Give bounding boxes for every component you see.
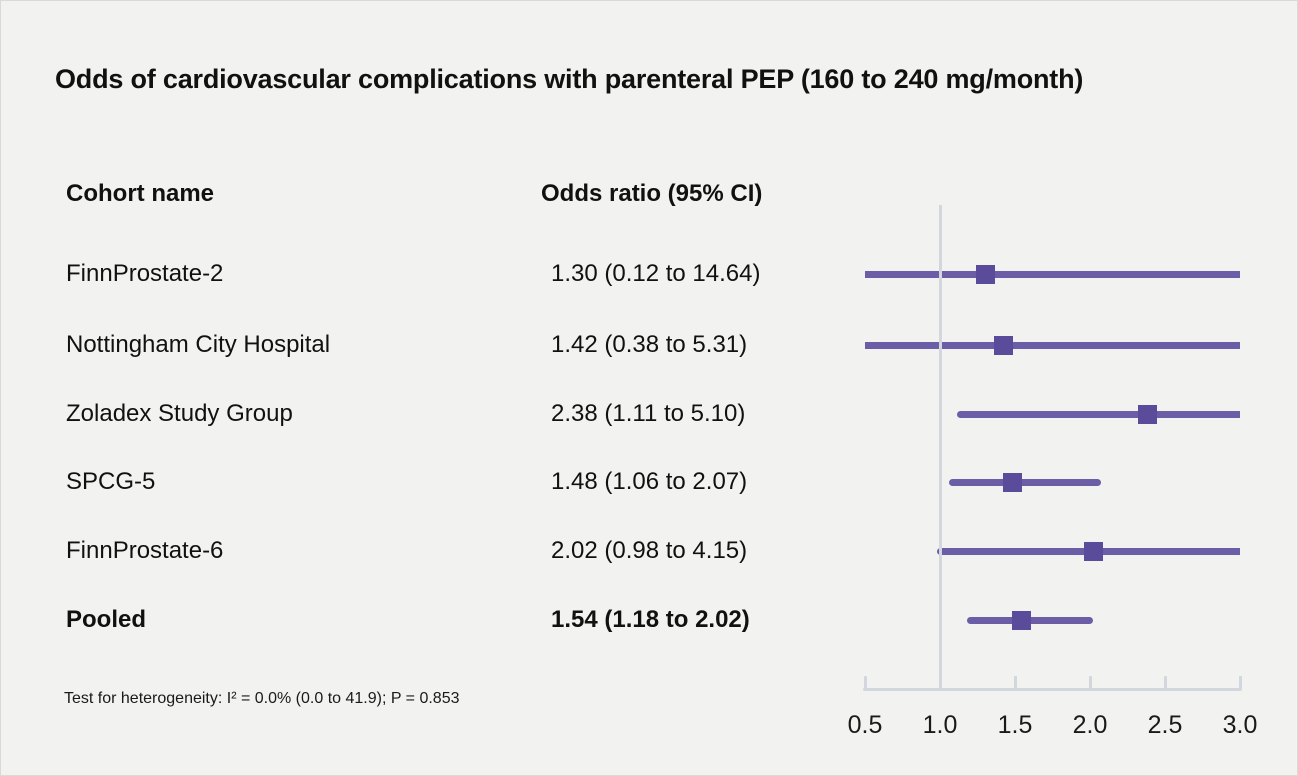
x-axis-tick-label: 3.0 [1222, 711, 1258, 739]
cohort-label: Pooled [66, 606, 147, 633]
cohort-label: SPCG-5 [66, 468, 156, 495]
cohort-label: FinnProstate-2 [66, 260, 224, 287]
confidence-interval-line [865, 270, 1240, 278]
confidence-interval-line [949, 478, 1101, 486]
odds-ratio-value: 1.30 (0.12 to 14.64) [551, 260, 761, 287]
reference-line [938, 205, 942, 691]
cohort-label: Nottingham City Hospital [66, 331, 331, 358]
x-axis-tick-label: 2.0 [1072, 711, 1108, 739]
cohort-label: Zoladex Study Group [66, 400, 293, 427]
x-axis-tick-label: 1.0 [922, 711, 958, 739]
odds-ratio-value: 1.54 (1.18 to 2.02) [551, 606, 750, 633]
x-axis-tick-label: 0.5 [847, 711, 883, 739]
x-axis-tick [1163, 676, 1167, 689]
x-axis-line [863, 688, 1242, 691]
x-axis-tick [863, 676, 867, 689]
point-estimate-marker [1137, 404, 1157, 424]
x-axis-tick [1238, 676, 1242, 689]
odds-ratio-value: 1.42 (0.38 to 5.31) [551, 331, 748, 358]
point-estimate-marker [975, 264, 995, 284]
odds-ratio-value: 1.48 (1.06 to 2.07) [551, 468, 748, 495]
x-axis-tick [1088, 676, 1092, 689]
odds-ratio-value: 2.02 (0.98 to 4.15) [551, 537, 748, 564]
confidence-interval-line [956, 410, 1240, 418]
point-estimate-marker [993, 335, 1013, 355]
point-estimate-marker [1083, 541, 1103, 561]
column-header-cohort: Cohort name [66, 180, 215, 207]
x-axis-tick [1013, 676, 1017, 689]
point-estimate-marker [1011, 610, 1031, 630]
chart-title: Odds of cardiovascular complications wit… [55, 64, 1084, 94]
odds-ratio-value: 2.38 (1.11 to 5.10) [551, 400, 746, 427]
x-axis-tick [938, 676, 942, 689]
confidence-interval-line [865, 341, 1240, 349]
x-axis-tick-label: 2.5 [1147, 711, 1183, 739]
column-header-odds-ratio: Odds ratio (95% CI) [541, 180, 763, 207]
x-axis-tick-label: 1.5 [997, 711, 1033, 739]
cohort-label: FinnProstate-6 [66, 537, 224, 564]
point-estimate-marker [1002, 472, 1022, 492]
heterogeneity-footnote: Test for heterogeneity: I² = 0.0% (0.0 t… [64, 690, 460, 707]
